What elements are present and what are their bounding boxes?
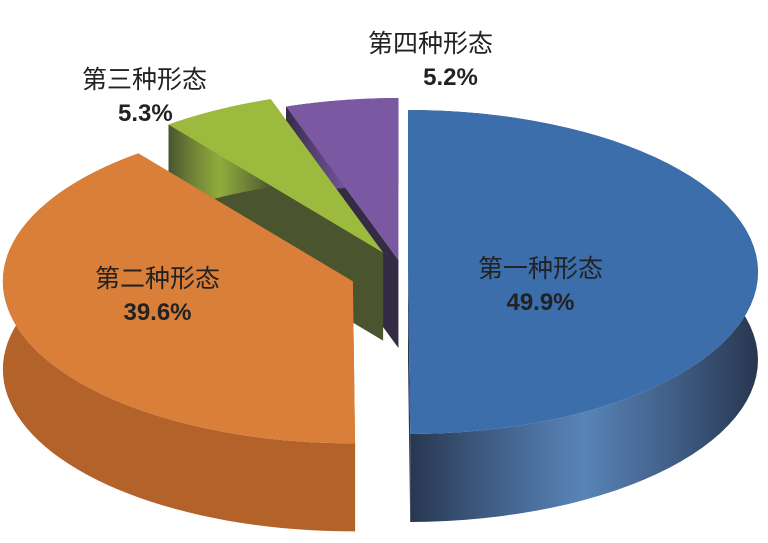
slice-1-name: 第一种形态: [478, 254, 604, 283]
slice-2-value: 39.6%: [123, 299, 192, 326]
label-slice-1: 第一种形态 49.9%: [478, 252, 603, 320]
slice-1-top: [407, 109, 758, 434]
label-slice-2: 第二种形态 39.6%: [95, 262, 220, 330]
slice-3-top: [168, 99, 384, 253]
slice-4-top: [286, 98, 399, 261]
slice-1-radial-face-2: [407, 271, 411, 522]
slice-1-value: 49.9%: [506, 289, 575, 316]
slice-4-name: 第四种形态: [368, 29, 494, 58]
label-slice-4: 第四种形态 5.2%: [368, 27, 493, 95]
slice-3-name: 第三种形态: [82, 65, 208, 94]
slice-2-top: [2, 153, 356, 444]
slice-2-name: 第二种形态: [95, 264, 221, 293]
slice-4-value: 5.2%: [423, 64, 478, 91]
label-slice-3: 第三种形态 5.3%: [82, 63, 207, 131]
slice-3-value: 5.3%: [118, 100, 173, 127]
